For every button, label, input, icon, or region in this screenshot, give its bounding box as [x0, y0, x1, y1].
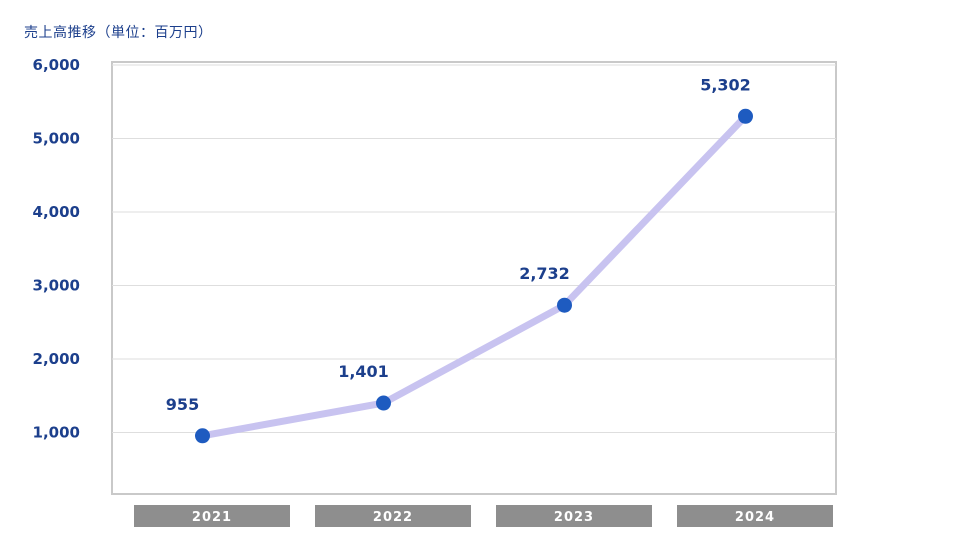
data-label: 5,302 — [700, 75, 751, 94]
data-point — [195, 428, 210, 444]
data-label: 1,401 — [338, 362, 389, 381]
category-box — [315, 505, 471, 527]
y-tick-label: 2,000 — [33, 350, 80, 368]
series-line — [199, 112, 749, 440]
data-point — [738, 108, 753, 124]
data-label: 955 — [166, 395, 199, 414]
y-tick-label: 6,000 — [33, 56, 80, 74]
plot-frame — [111, 61, 837, 495]
y-tick-label: 3,000 — [33, 277, 80, 295]
y-tick-label: 4,000 — [33, 203, 80, 221]
y-tick-label: 1,000 — [33, 424, 80, 442]
category-box — [134, 505, 290, 527]
x-tick-label: 2021 — [192, 510, 232, 525]
y-tick-label: 5,000 — [33, 130, 80, 148]
chart-title: 売上高推移（単位：百万円） — [24, 25, 213, 41]
data-point — [376, 395, 391, 411]
x-tick-label: 2022 — [373, 510, 413, 525]
x-tick-label: 2024 — [735, 510, 775, 525]
category-box — [496, 505, 652, 527]
category-box — [677, 505, 833, 527]
x-tick-label: 2023 — [554, 510, 594, 525]
data-point — [557, 297, 572, 313]
data-label: 2,732 — [519, 264, 570, 283]
